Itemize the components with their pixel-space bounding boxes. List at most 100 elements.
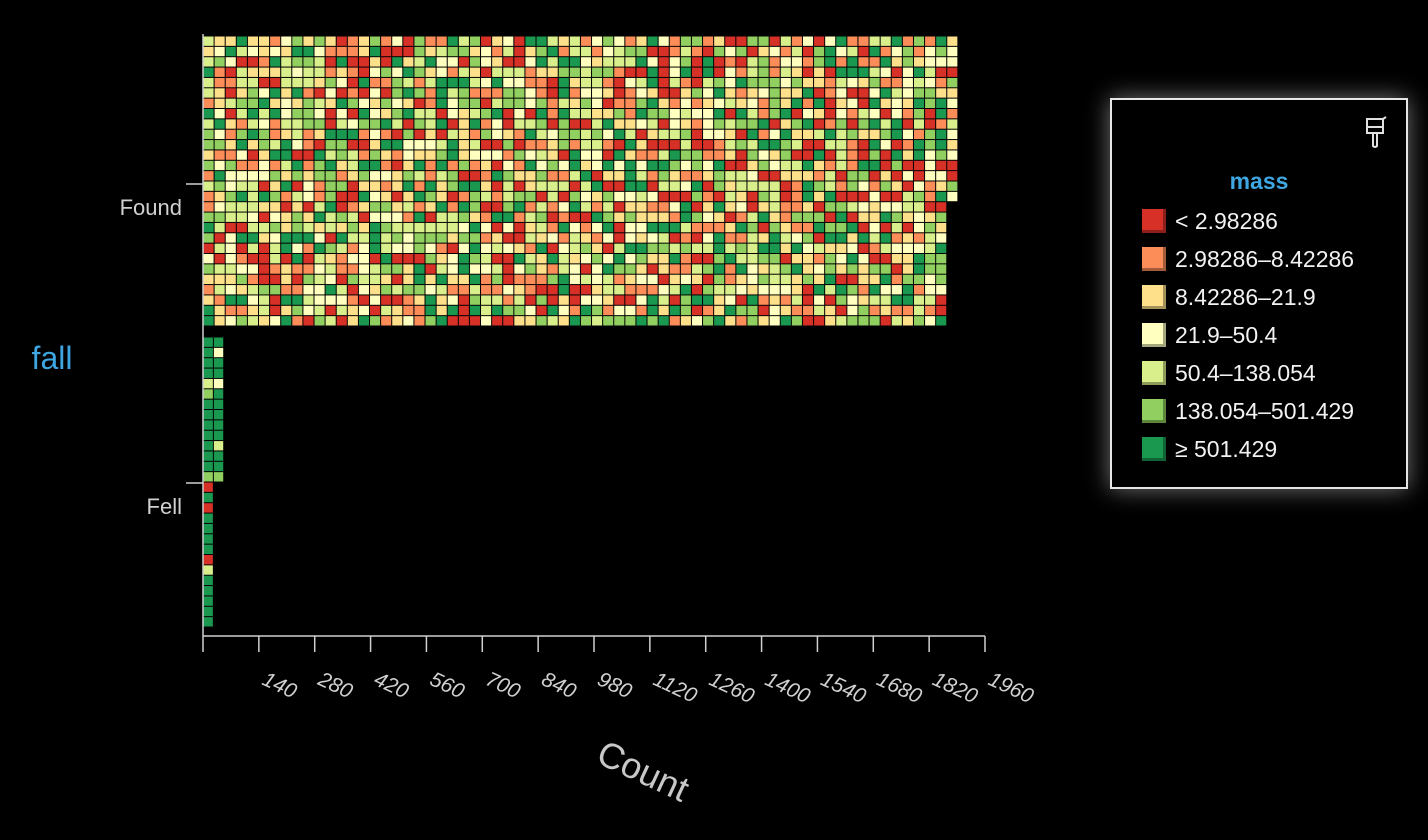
- unit-cell-found: [225, 160, 236, 171]
- unit-cell-found: [791, 160, 802, 171]
- unit-cell-found: [747, 67, 758, 77]
- unit-cell-found: [525, 285, 536, 295]
- unit-cell-found: [902, 160, 913, 171]
- unit-cell-found: [481, 243, 492, 253]
- unit-cell-found: [469, 171, 481, 181]
- unit-cell-found: [703, 202, 714, 212]
- unit-cell-found: [947, 57, 958, 67]
- paintbrush-icon[interactable]: [1364, 116, 1388, 150]
- legend-item[interactable]: ≥ 501.429: [1142, 430, 1354, 468]
- unit-cell-found: [592, 46, 603, 57]
- unit-cell-found: [669, 212, 680, 222]
- unit-cell-found: [925, 109, 936, 119]
- legend-item[interactable]: 21.9–50.4: [1142, 316, 1354, 354]
- unit-cell-found: [569, 57, 580, 67]
- legend-item[interactable]: 8.42286–21.9: [1142, 278, 1354, 316]
- unit-cell-found: [802, 181, 814, 191]
- unit-cell-found: [481, 98, 492, 108]
- unit-cell-found: [370, 67, 381, 77]
- unit-cell-found: [947, 171, 958, 181]
- unit-cell-found: [547, 191, 558, 202]
- unit-cell-found: [680, 140, 691, 150]
- unit-cell-found: [392, 119, 403, 129]
- unit-cell-found: [236, 77, 247, 88]
- unit-cell-found: [392, 212, 403, 222]
- unit-cell-found: [836, 171, 847, 181]
- legend-item[interactable]: 138.054–501.429: [1142, 392, 1354, 430]
- unit-cell-found: [214, 88, 225, 98]
- unit-cell-found: [691, 88, 703, 98]
- unit-cell-fell: [203, 399, 213, 409]
- unit-cell-found: [592, 129, 603, 140]
- unit-cell-found: [725, 295, 736, 305]
- unit-cell-found: [358, 171, 370, 181]
- unit-cell-found: [603, 212, 614, 222]
- unit-cell-found: [514, 88, 525, 98]
- unit-cell-found: [569, 316, 580, 326]
- unit-cell-found: [614, 88, 625, 98]
- unit-cell-found: [891, 254, 902, 264]
- unit-cell-found: [592, 222, 603, 233]
- unit-cell-found: [381, 36, 392, 46]
- unit-cell-found: [281, 36, 292, 46]
- unit-cell-found: [392, 36, 403, 46]
- unit-cell-found: [580, 243, 592, 253]
- unit-cell-found: [736, 274, 747, 285]
- unit-cell-found: [814, 212, 825, 222]
- unit-cell-found: [614, 77, 625, 88]
- unit-cell-found: [769, 233, 780, 243]
- unit-cell-found: [247, 316, 258, 326]
- unit-cell-found: [536, 88, 547, 98]
- unit-cell-found: [347, 202, 358, 212]
- unit-cell-found: [270, 77, 281, 88]
- unit-cell-found: [891, 36, 902, 46]
- unit-cell-found: [558, 305, 569, 316]
- unit-cell-found: [247, 233, 258, 243]
- unit-cell-found: [503, 98, 514, 108]
- unit-cell-found: [814, 46, 825, 57]
- unit-cell-found: [547, 285, 558, 295]
- unit-cell-found: [669, 129, 680, 140]
- unit-cell-found: [580, 109, 592, 119]
- unit-cell-found: [680, 46, 691, 57]
- unit-cell-found: [869, 212, 880, 222]
- unit-cell-found: [780, 140, 791, 150]
- unit-cell-found: [691, 233, 703, 243]
- unit-cell-found: [913, 150, 925, 160]
- unit-cell-found: [325, 57, 336, 67]
- unit-cell-found: [802, 191, 814, 202]
- unit-cell-found: [358, 57, 370, 67]
- unit-cell-found: [270, 129, 281, 140]
- unit-cell-found: [214, 254, 225, 264]
- unit-cell-found: [769, 295, 780, 305]
- unit-cell-found: [825, 140, 836, 150]
- unit-cell-found: [536, 46, 547, 57]
- unit-cell-found: [791, 150, 802, 160]
- unit-cell-found: [458, 233, 469, 243]
- unit-cell-found: [325, 181, 336, 191]
- unit-cell-found: [569, 36, 580, 46]
- unit-cell-found: [558, 264, 569, 274]
- unit-cell-found: [625, 316, 636, 326]
- unit-cell-found: [614, 222, 625, 233]
- unit-cell-found: [492, 181, 503, 191]
- unit-cell-found: [336, 109, 347, 119]
- unit-cell-found: [847, 243, 858, 253]
- unit-cell-found: [203, 316, 214, 326]
- unit-cell-found: [802, 119, 814, 129]
- unit-cell-found: [358, 274, 370, 285]
- unit-cell-found: [580, 254, 592, 264]
- unit-cell-found: [858, 129, 869, 140]
- unit-cell-found: [292, 109, 303, 119]
- unit-cell-found: [469, 202, 481, 212]
- unit-cell-found: [703, 119, 714, 129]
- unit-cell-found: [769, 57, 780, 67]
- legend-item[interactable]: 2.98286–8.42286: [1142, 240, 1354, 278]
- unit-cell-found: [780, 67, 791, 77]
- legend-item[interactable]: 50.4–138.054: [1142, 354, 1354, 392]
- unit-cell-found: [381, 316, 392, 326]
- unit-cell-found: [469, 316, 481, 326]
- unit-cell-found: [481, 88, 492, 98]
- legend-item[interactable]: < 2.98286: [1142, 202, 1354, 240]
- unit-cell-found: [625, 212, 636, 222]
